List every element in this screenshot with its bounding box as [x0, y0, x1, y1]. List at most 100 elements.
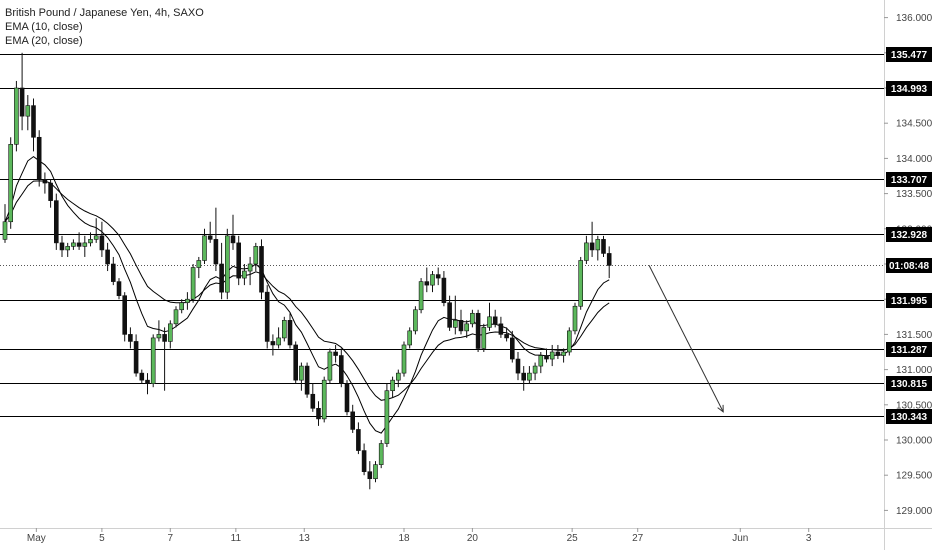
candle-bearish[interactable]: [42, 179, 48, 184]
candle-bullish[interactable]: [470, 312, 475, 325]
candle-bullish[interactable]: [71, 242, 76, 247]
candle-bearish[interactable]: [116, 281, 122, 296]
candle-bullish[interactable]: [185, 298, 190, 304]
candle-bearish[interactable]: [293, 344, 299, 381]
candle-bullish[interactable]: [173, 309, 179, 325]
candle-bearish[interactable]: [504, 334, 509, 339]
candle-bullish[interactable]: [566, 330, 572, 353]
candle-bullish[interactable]: [487, 316, 492, 328]
candle-bullish[interactable]: [299, 365, 304, 381]
candle-bearish[interactable]: [304, 365, 310, 395]
candle-bearish[interactable]: [36, 136, 42, 180]
candle-bullish[interactable]: [378, 443, 384, 465]
candle-bearish[interactable]: [145, 379, 150, 384]
candle-bearish[interactable]: [509, 337, 515, 360]
candle-bullish[interactable]: [327, 351, 333, 381]
candle-bullish[interactable]: [2, 221, 8, 240]
candle-bearish[interactable]: [31, 105, 36, 138]
candle-bearish[interactable]: [606, 253, 612, 266]
candle-bearish[interactable]: [207, 235, 213, 240]
candle-bullish[interactable]: [82, 242, 88, 247]
candle-bullish[interactable]: [481, 327, 487, 349]
candle-bearish[interactable]: [367, 471, 373, 480]
candle-bearish[interactable]: [344, 383, 350, 413]
candle-bullish[interactable]: [93, 235, 99, 240]
candle-bearish[interactable]: [356, 429, 361, 451]
candle-bullish[interactable]: [384, 390, 390, 444]
candle-bullish[interactable]: [202, 235, 207, 261]
candle-bullish[interactable]: [430, 274, 435, 286]
candle-bearish[interactable]: [555, 351, 561, 356]
candle-bullish[interactable]: [156, 334, 162, 339]
candle-bullish[interactable]: [281, 320, 287, 339]
candle-bearish[interactable]: [498, 323, 504, 335]
candle-bearish[interactable]: [350, 411, 356, 430]
candle-bearish[interactable]: [458, 320, 464, 332]
candle-bearish[interactable]: [270, 341, 276, 346]
candle-bearish[interactable]: [333, 351, 338, 356]
candle-bearish[interactable]: [219, 263, 224, 293]
candle-bullish[interactable]: [561, 351, 566, 356]
candle-bullish[interactable]: [401, 344, 407, 374]
candle-bearish[interactable]: [435, 274, 441, 279]
candle-bullish[interactable]: [572, 305, 578, 332]
candle-bearish[interactable]: [53, 200, 59, 244]
projection-arrow-line[interactable]: [648, 265, 724, 413]
candle-bullish[interactable]: [527, 372, 532, 381]
candle-bearish[interactable]: [287, 320, 293, 346]
candle-bearish[interactable]: [441, 277, 447, 304]
candle-bearish[interactable]: [589, 242, 595, 251]
candle-bearish[interactable]: [122, 295, 127, 335]
candle-bearish[interactable]: [475, 312, 481, 349]
candle-bullish[interactable]: [464, 323, 470, 332]
candle-bullish[interactable]: [196, 260, 202, 268]
candle-bearish[interactable]: [259, 246, 264, 293]
candle-bullish[interactable]: [549, 351, 555, 360]
candle-bearish[interactable]: [338, 355, 344, 384]
candle-bearish[interactable]: [310, 393, 316, 409]
candle-bullish[interactable]: [179, 302, 184, 311]
candle-bullish[interactable]: [150, 337, 156, 384]
candle-bullish[interactable]: [407, 330, 413, 346]
candle-bearish[interactable]: [19, 87, 25, 117]
candle-bullish[interactable]: [578, 260, 584, 307]
candle-bullish[interactable]: [253, 246, 259, 265]
candle-bearish[interactable]: [111, 263, 116, 282]
candle-bullish[interactable]: [14, 87, 19, 145]
candle-bearish[interactable]: [447, 302, 452, 328]
candle-bullish[interactable]: [247, 263, 253, 272]
candle-bullish[interactable]: [413, 309, 418, 332]
candle-bearish[interactable]: [99, 235, 105, 251]
candle-bullish[interactable]: [88, 239, 93, 244]
candle-bullish[interactable]: [452, 320, 458, 328]
candle-bearish[interactable]: [316, 408, 321, 420]
candle-bullish[interactable]: [321, 379, 327, 420]
candle-bullish[interactable]: [373, 464, 378, 480]
candle-bullish[interactable]: [242, 270, 247, 279]
candle-bullish[interactable]: [190, 267, 196, 300]
candle-bullish[interactable]: [390, 379, 395, 392]
candle-bearish[interactable]: [139, 372, 145, 381]
candle-bearish[interactable]: [230, 235, 236, 244]
candle-bullish[interactable]: [418, 281, 424, 311]
candle-bearish[interactable]: [105, 249, 110, 265]
candle-bullish[interactable]: [168, 323, 173, 342]
candle-bullish[interactable]: [595, 239, 601, 251]
candle-bullish[interactable]: [395, 372, 401, 381]
candle-bearish[interactable]: [133, 341, 139, 374]
candle-bearish[interactable]: [361, 450, 367, 472]
candle-bearish[interactable]: [48, 182, 53, 201]
candle-bullish[interactable]: [538, 355, 544, 367]
candle-bearish[interactable]: [162, 334, 167, 342]
candle-bearish[interactable]: [492, 316, 498, 325]
candle-bearish[interactable]: [128, 334, 133, 342]
candle-bearish[interactable]: [236, 242, 241, 279]
candle-bearish[interactable]: [76, 242, 82, 247]
candle-bullish[interactable]: [276, 337, 281, 346]
candle-bearish[interactable]: [424, 281, 430, 286]
candle-bullish[interactable]: [532, 365, 538, 374]
candle-bullish[interactable]: [225, 235, 230, 293]
candle-bearish[interactable]: [544, 355, 549, 360]
candle-bearish[interactable]: [515, 358, 521, 374]
